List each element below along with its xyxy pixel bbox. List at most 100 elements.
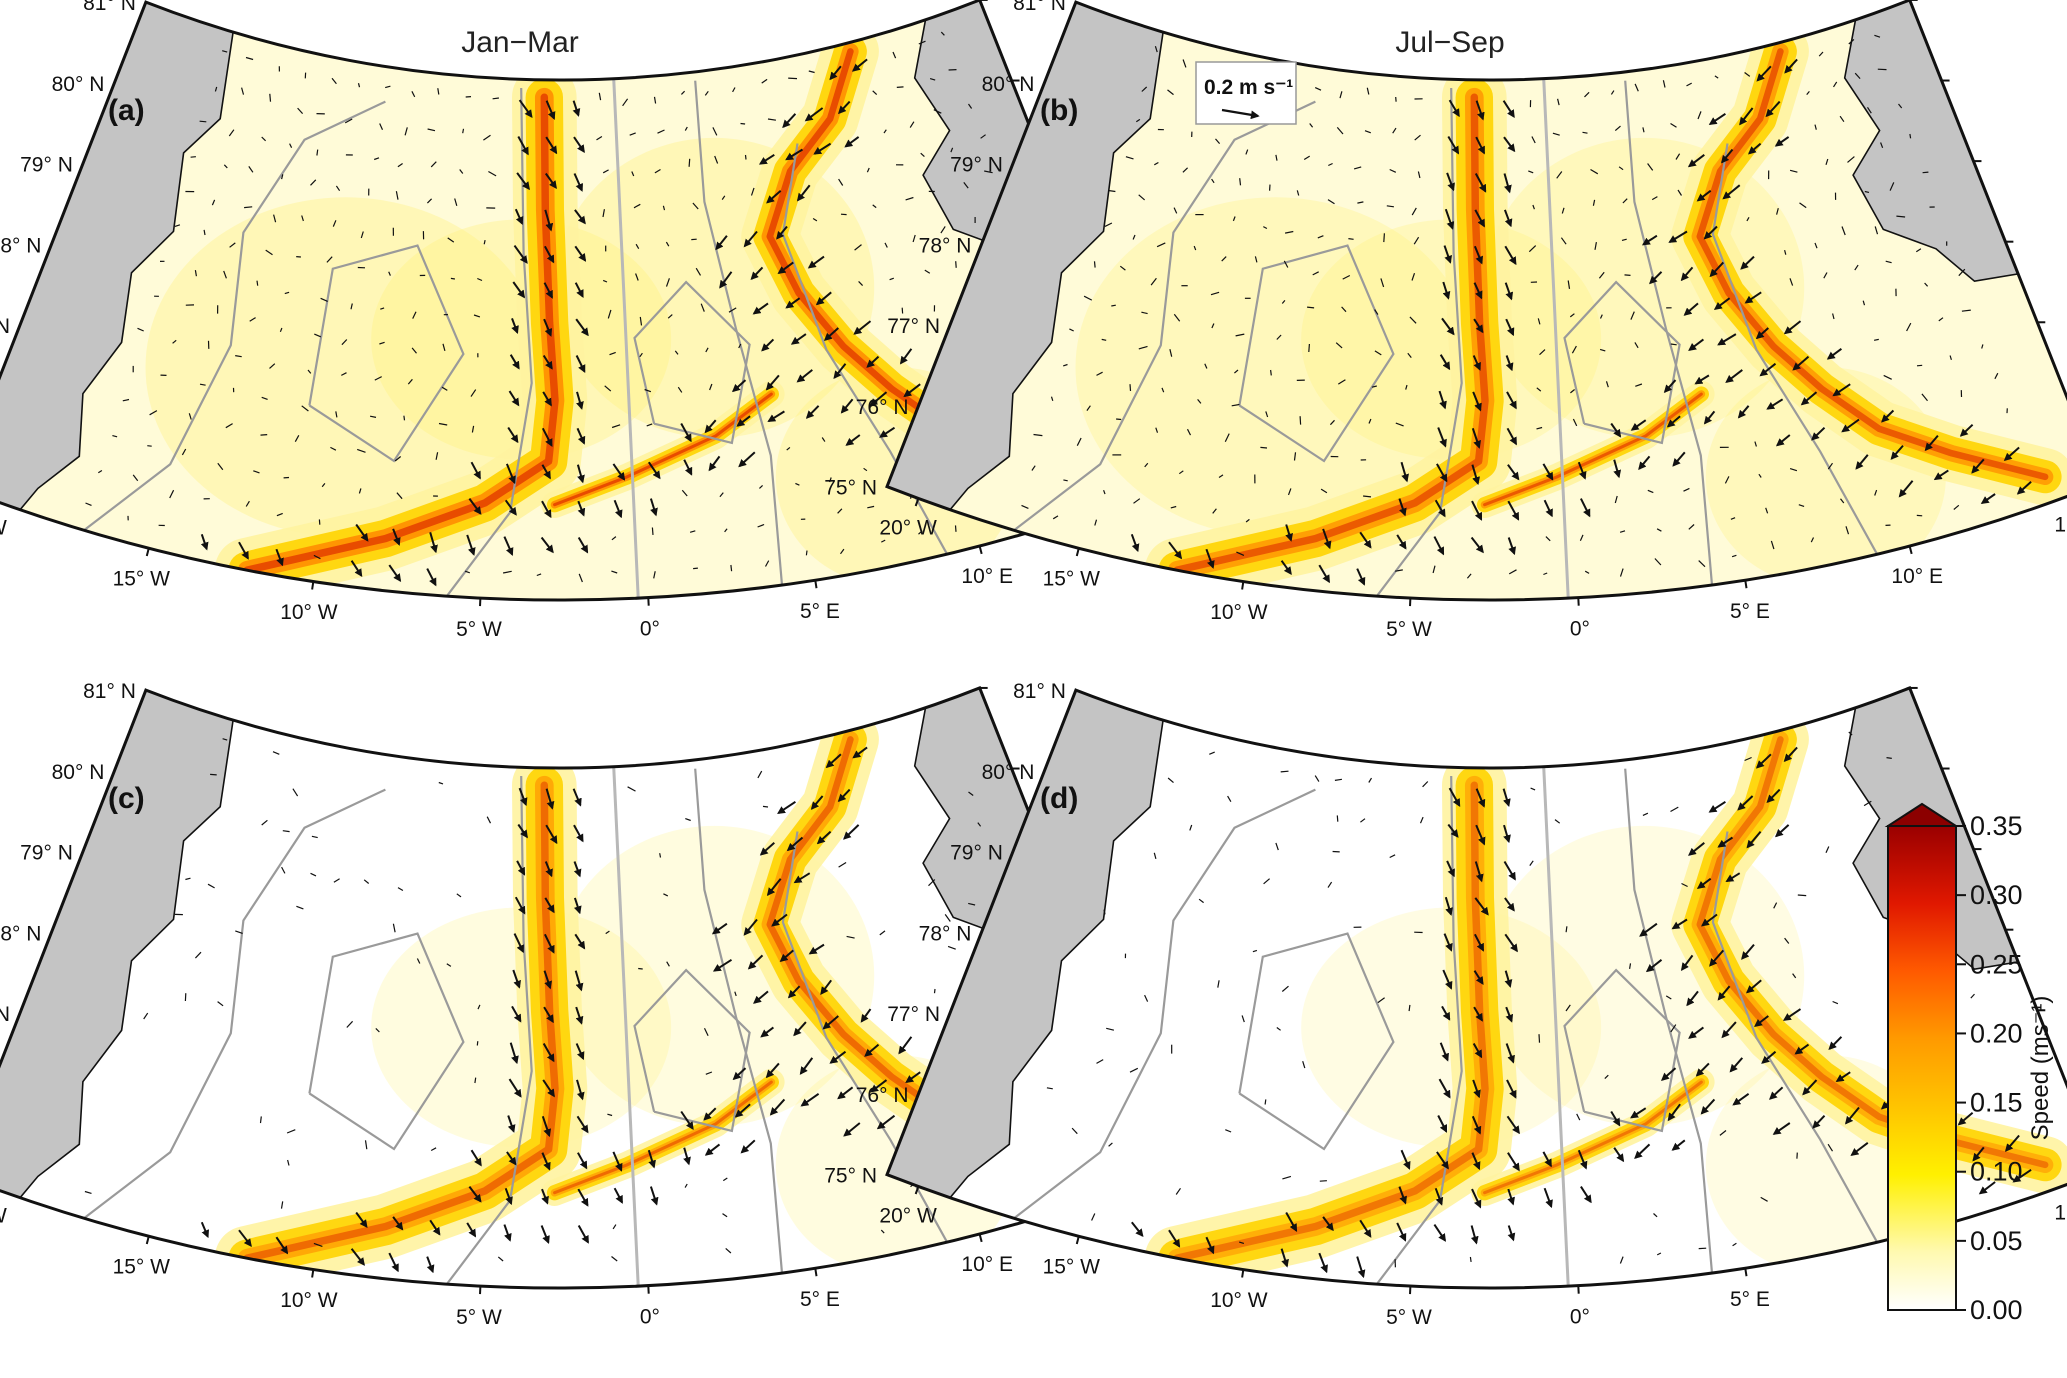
longitude-label: 15° W: [1043, 567, 1101, 590]
velocity-arrow: [477, 277, 483, 282]
velocity-arrow: [880, 1229, 885, 1234]
velocity-arrow: [1686, 82, 1692, 87]
current-jet: [553, 1080, 773, 1195]
velocity-arrow: [1599, 348, 1606, 352]
velocity-arrow: [112, 435, 118, 438]
bathymetry-contour: [1376, 87, 1463, 597]
velocity-arrow: [147, 445, 152, 447]
velocity-arrow: [574, 933, 586, 950]
current-jet: [243, 781, 559, 1262]
velocity-arrow: [864, 1043, 880, 1057]
velocity-arrow: [1182, 59, 1187, 68]
velocity-arrow: [1701, 913, 1718, 927]
bathymetry-contour: [308, 244, 465, 463]
velocity-arrow: [1359, 1219, 1372, 1238]
velocity-arrow: [1582, 131, 1588, 134]
velocity-arrow: [441, 386, 448, 391]
velocity-arrow: [685, 818, 691, 822]
velocity-arrow: [1442, 969, 1453, 990]
velocity-arrow: [1828, 1036, 1843, 1051]
velocity-arrow: [1972, 1146, 1985, 1162]
velocity-arrow: [1827, 462, 1833, 470]
velocity-arrow: [1212, 508, 1217, 514]
latitude-label: 79° N: [950, 154, 1003, 177]
bathymetry-contour: [1238, 932, 1395, 1151]
velocity-arrow: [1848, 38, 1855, 45]
velocity-arrow: [638, 967, 643, 970]
velocity-arrow: [511, 1005, 522, 1023]
velocity-arrow: [281, 866, 286, 874]
velocity-arrow: [207, 883, 215, 889]
velocity-arrow: [1543, 499, 1553, 518]
velocity-arrow: [1506, 391, 1517, 410]
velocity-arrow: [872, 90, 878, 96]
velocity-arrow: [977, 822, 982, 827]
velocity-arrow: [1398, 1186, 1407, 1205]
velocity-arrow: [1832, 81, 1838, 88]
velocity-arrow: [1133, 498, 1141, 504]
velocity-arrow: [261, 396, 268, 400]
velocity-arrow: [1224, 433, 1230, 442]
velocity-arrow: [430, 161, 437, 168]
velocity-arrow: [1898, 480, 1914, 498]
velocity-arrow: [248, 166, 254, 173]
velocity-arrow: [1086, 405, 1091, 411]
velocity-arrow: [1395, 569, 1403, 572]
velocity-arrow: [464, 570, 470, 574]
latitude-label: 80° N: [52, 761, 105, 784]
velocity-arrow: [1434, 499, 1446, 518]
velocity-arrow: [838, 178, 844, 186]
velocity-arrow: [647, 461, 661, 480]
velocity-arrow: [1677, 189, 1683, 196]
velocity-arrow: [1980, 493, 1996, 505]
velocity-arrow: [1437, 1115, 1448, 1133]
velocity-arrow: [1798, 504, 1805, 507]
velocity-arrow: [1409, 316, 1417, 324]
velocity-arrow: [912, 234, 916, 243]
velocity-arrow: [392, 528, 401, 546]
velocity-arrow: [1732, 1092, 1750, 1106]
velocity-arrow: [1610, 1110, 1621, 1127]
velocity-arrow: [905, 196, 914, 201]
velocity-arrow: [1579, 534, 1584, 542]
bathymetry-contour: [1563, 968, 1681, 1133]
latitude-label: 81° N: [83, 0, 136, 15]
column-title-right: Jul−Sep: [1395, 26, 1504, 59]
velocity-arrow: [1567, 280, 1571, 289]
velocity-arrow: [711, 922, 728, 935]
velocity-arrow: [612, 1151, 623, 1172]
velocity-arrow: [896, 86, 904, 88]
velocity-arrow: [411, 91, 416, 98]
velocity-arrow: [574, 245, 587, 262]
bathymetry-contour: [694, 80, 784, 586]
map-frame: [885, 685, 2067, 1290]
velocity-arrow: [684, 1183, 688, 1188]
velocity-arrow: [1186, 428, 1192, 436]
velocity-arrow: [504, 499, 517, 516]
velocity-arrow: [1755, 327, 1769, 340]
velocity-arrow: [211, 199, 216, 206]
velocity-arrow: [379, 123, 384, 131]
velocity-arrow: [1959, 423, 1974, 437]
velocity-arrow: [544, 933, 555, 954]
velocity-arrow: [1502, 788, 1511, 808]
velocity-arrow: [470, 1149, 482, 1167]
velocity-arrow: [450, 277, 455, 280]
velocity-arrow: [577, 1152, 588, 1170]
longitude-label: 15° E: [2054, 514, 2067, 537]
velocity-arrow: [1210, 291, 1220, 296]
velocity-arrow: [1439, 1042, 1449, 1062]
velocity-arrow: [1634, 342, 1639, 349]
velocity-arrow: [1138, 345, 1148, 350]
velocity-arrow: [918, 40, 926, 45]
velocity-arrow: [703, 1107, 717, 1121]
latitude-label: 81° N: [1013, 0, 1066, 15]
velocity-arrow: [1953, 504, 1960, 510]
velocity-arrow: [200, 533, 209, 551]
velocity-arrow: [1364, 130, 1372, 134]
velocity-arrow: [1847, 156, 1855, 163]
velocity-arrow: [541, 500, 552, 519]
velocity-arrow: [1725, 872, 1741, 883]
velocity-arrow: [1889, 182, 1895, 191]
velocity-arrow: [1475, 824, 1486, 846]
